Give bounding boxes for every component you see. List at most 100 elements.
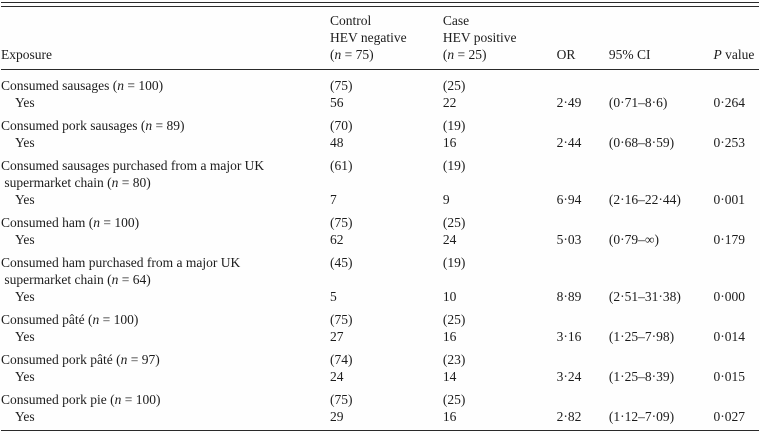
case-yes-value: 16	[442, 409, 457, 424]
column-header-control: Control HEV negative (n = 75)	[329, 7, 443, 70]
or-cell-empty	[557, 345, 609, 368]
exposure-label: Consumed pâté (n = 100)	[1, 312, 139, 327]
table-row-exposure: Consumed pork pie (n = 100) (75) (25)	[1, 385, 759, 408]
bottom-double-rule	[1, 430, 759, 434]
table-row-exposure: Consumed pork sausages (n = 89) (70) (19…	[1, 111, 759, 134]
p-value: 0·014	[713, 329, 746, 344]
control-yes-value: 24	[329, 369, 344, 384]
column-header-ci: 95% CI	[608, 7, 714, 70]
yes-label: Yes	[15, 232, 35, 247]
control-count: (61)	[329, 158, 353, 173]
p-cell-empty	[714, 70, 760, 95]
table-row-exposure: Consumed ham purchased from a major UK s…	[1, 248, 759, 288]
case-count: (25)	[442, 78, 466, 93]
or-cell-empty	[557, 248, 609, 288]
case-count: (19)	[442, 118, 466, 133]
table-header: Exposure Control HEV negative (n = 75) Cas…	[1, 7, 759, 70]
case-count: (23)	[442, 352, 466, 367]
yes-label: Yes	[15, 192, 35, 207]
table-row-yes: Yes 56 22 2·49 (0·71–8·6) 0·264	[1, 94, 759, 111]
exposure-label: Consumed pork sausages (n = 89)	[1, 118, 185, 133]
control-yes-value: 27	[329, 329, 344, 344]
odds-ratio-value: 8·89	[556, 289, 582, 304]
yes-label: Yes	[15, 289, 35, 304]
column-header-pvalue: P value	[713, 7, 759, 70]
odds-ratio-value: 3·24	[556, 369, 582, 384]
header-row: Exposure Control HEV negative (n = 75) Cas…	[1, 7, 759, 70]
control-yes-value: 56	[329, 95, 344, 110]
case-yes-value: 16	[442, 329, 457, 344]
control-count: (70)	[329, 118, 353, 133]
p-cell-empty	[714, 385, 760, 408]
ci-cell-empty	[609, 345, 714, 368]
confidence-interval-value: (0·68–8·59)	[608, 135, 675, 150]
exposure-label: Consumed ham purchased from a major UK s…	[1, 255, 241, 287]
p-cell-empty	[714, 248, 760, 288]
p-cell-empty	[714, 111, 760, 134]
yes-label: Yes	[15, 369, 35, 384]
table-body: Consumed sausages (n = 100) (75) (25) Ye…	[1, 70, 759, 426]
table-row-yes: Yes 48 16 2·44 (0·68–8·59) 0·253	[1, 134, 759, 151]
confidence-interval-value: (0·71–8·6)	[608, 95, 668, 110]
column-header-case: Case HEV positive (n = 25)	[442, 7, 557, 70]
ci-cell-empty	[609, 111, 714, 134]
odds-ratio-value: 2·82	[556, 409, 582, 424]
control-count: (45)	[329, 255, 353, 270]
yes-label: Yes	[15, 409, 35, 424]
ci-cell-empty	[609, 248, 714, 288]
confidence-interval-value: (0·79–∞)	[608, 232, 660, 247]
p-value: 0·264	[713, 95, 746, 110]
ci-cell-empty	[609, 70, 714, 95]
p-value: 0·027	[713, 409, 746, 424]
control-count: (74)	[329, 352, 353, 367]
case-yes-value: 22	[442, 95, 457, 110]
p-value: 0·015	[713, 369, 746, 384]
control-count: (75)	[329, 312, 353, 327]
case-yes-value: 9	[442, 192, 450, 207]
yes-label: Yes	[15, 329, 35, 344]
table-row-yes: Yes 27 16 3·16 (1·25–7·98) 0·014	[1, 328, 759, 345]
odds-ratio-value: 3·16	[556, 329, 582, 344]
table-row-yes: Yes 7 9 6·94 (2·16–22·44) 0·001	[1, 191, 759, 208]
case-yes-value: 10	[442, 289, 457, 304]
exposure-label: Consumed pork pie (n = 100)	[1, 392, 161, 407]
confidence-interval-value: (1·25–7·98)	[608, 329, 675, 344]
case-count: (19)	[442, 255, 466, 270]
confidence-interval-value: (1·12–7·09)	[608, 409, 675, 424]
yes-label: Yes	[15, 135, 35, 150]
control-yes-value: 7	[329, 192, 337, 207]
table-row-exposure: Consumed sausages (n = 100) (75) (25)	[1, 70, 759, 95]
control-count: (75)	[329, 215, 353, 230]
table-row-yes: Yes 29 16 2·82 (1·12–7·09) 0·027	[1, 408, 759, 425]
table-row-yes: Yes 24 14 3·24 (1·25–8·39) 0·015	[1, 368, 759, 385]
p-cell-empty	[714, 305, 760, 328]
exposure-odds-table: Exposure Control HEV negative (n = 75) Cas…	[1, 7, 759, 425]
p-value: 0·179	[713, 232, 746, 247]
table-row-exposure: Consumed ham (n = 100) (75) (25)	[1, 208, 759, 231]
control-yes-value: 5	[329, 289, 337, 304]
ci-cell-empty	[609, 305, 714, 328]
control-yes-value: 48	[329, 135, 344, 150]
case-count: (25)	[442, 215, 466, 230]
table-row-exposure: Consumed pork pâté (n = 97) (74) (23)	[1, 345, 759, 368]
column-header-exposure: Exposure	[1, 7, 330, 70]
or-cell-empty	[557, 305, 609, 328]
p-value: 0·000	[713, 289, 746, 304]
or-cell-empty	[557, 111, 609, 134]
or-cell-empty	[557, 70, 609, 95]
odds-ratio-value: 2·49	[556, 95, 582, 110]
confidence-interval-value: (2·16–22·44)	[608, 192, 681, 207]
p-cell-empty	[714, 151, 760, 191]
ci-cell-empty	[609, 385, 714, 408]
table-row-exposure: Consumed sausages purchased from a major…	[1, 151, 759, 191]
odds-ratio-value: 5·03	[556, 232, 582, 247]
control-count: (75)	[329, 392, 353, 407]
p-cell-empty	[714, 208, 760, 231]
top-double-rule	[1, 2, 759, 7]
exposure-label: Consumed pork pâté (n = 97)	[1, 352, 160, 367]
exposure-label: Consumed sausages (n = 100)	[1, 78, 164, 93]
case-yes-value: 16	[442, 135, 457, 150]
control-yes-value: 62	[329, 232, 344, 247]
yes-label: Yes	[15, 95, 35, 110]
